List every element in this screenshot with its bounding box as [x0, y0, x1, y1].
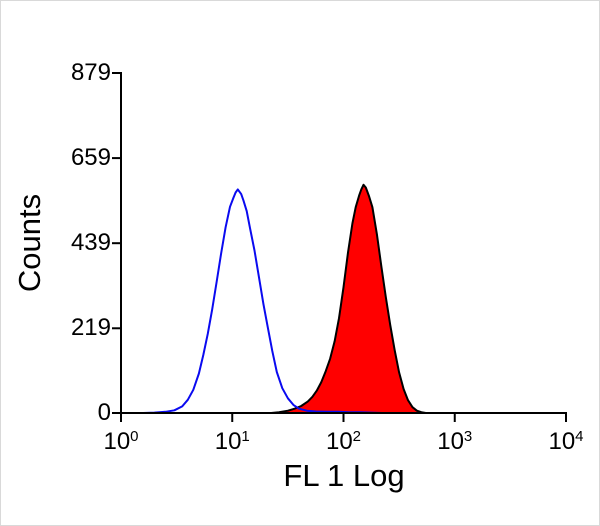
x-tick-label: 102 — [325, 428, 362, 455]
x-tick-label: 101 — [214, 428, 250, 455]
y-tick-label: 659 — [70, 144, 111, 172]
y-tick-label: 879 — [70, 59, 111, 86]
x-tick-label: 104 — [548, 428, 584, 455]
y-tick-label: 0 — [97, 399, 111, 426]
x-tick-label: 103 — [437, 428, 473, 455]
y-tick-label: 439 — [70, 229, 111, 257]
y-tick-label: 219 — [70, 314, 111, 342]
stained-sample-filled-histogram — [270, 183, 427, 414]
x-axis-title: FL 1 Log — [283, 458, 405, 493]
x-tick-label: 100 — [103, 428, 139, 455]
y-axis-title: Counts — [12, 193, 47, 293]
control-open-histogram — [143, 188, 383, 414]
